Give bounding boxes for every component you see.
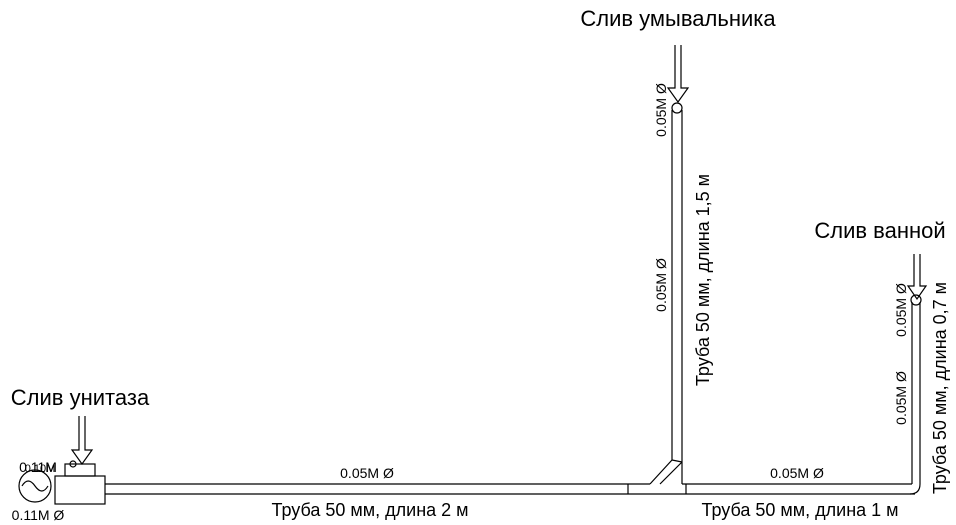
pipes-drawing [18, 45, 928, 505]
pipe-label: Труба 50 мм, длина 1,5 м [693, 174, 713, 386]
diameter-label: 0.05M Ø [893, 371, 909, 425]
diameter-label: 0.05M Ø [340, 465, 394, 481]
diameter-label: 0.05M Ø [653, 258, 669, 312]
pipe-label: Труба 50 мм, длина 1 м [701, 500, 898, 520]
pipe-label: Труба 50 мм, длина 0,7 м [930, 282, 950, 494]
drain-label: Слив унитаза [11, 385, 150, 410]
diameter-label: 0.05M Ø [653, 83, 669, 137]
diameter-label: 0.10M [25, 463, 56, 475]
drain-label: Слив ванной [814, 218, 945, 243]
diameter-label: 0.05M Ø [893, 283, 909, 337]
pipe-label: Труба 50 мм, длина 2 м [271, 500, 468, 520]
diameter-label: 0.05M Ø [770, 465, 824, 481]
drain-label: Слив умывальника [580, 6, 776, 31]
diameter-label: 0.11M [19, 459, 57, 475]
diameter-label: 0.11M Ø [12, 507, 65, 523]
